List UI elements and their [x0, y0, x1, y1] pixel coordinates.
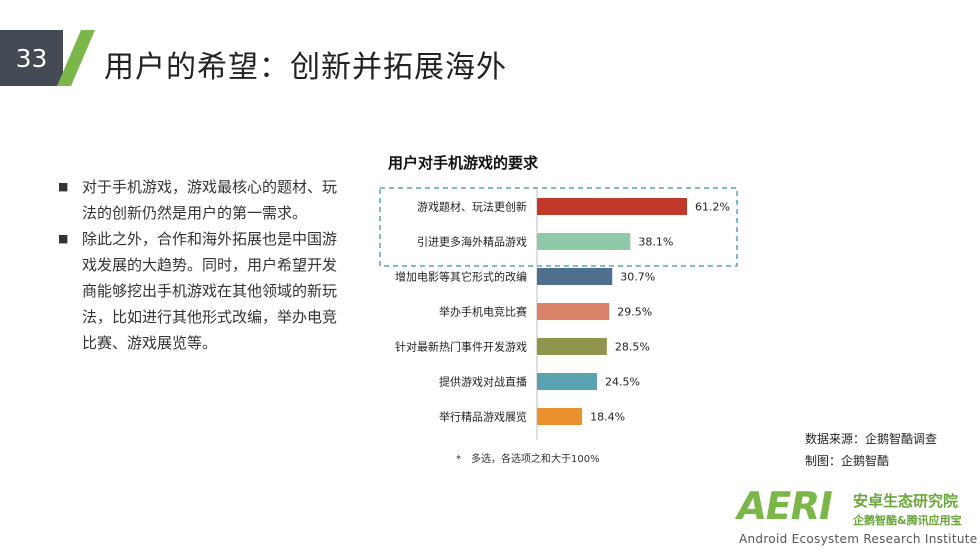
bullet-item: ■ 对于手机游戏，游戏最核心的题材、玩法的创新仍然是用户的第一需求。: [58, 174, 348, 226]
square-bullet-icon: ■: [58, 180, 69, 193]
value-label: 30.7%: [620, 271, 655, 284]
bar: [537, 268, 613, 285]
category-label: 游戏题材、玩法更创新: [417, 200, 527, 214]
category-label: 引进更多海外精品游戏: [417, 235, 527, 249]
category-label: 提供游戏对战直播: [439, 375, 527, 389]
value-label: 38.1%: [638, 236, 673, 249]
bullet-list: ■ 对于手机游戏，游戏最核心的题材、玩法的创新仍然是用户的第一需求。 ■ 除此之…: [58, 174, 348, 356]
chart-title: 用户对手机游戏的要求: [388, 154, 539, 172]
bar: [537, 338, 607, 355]
bar: [537, 198, 687, 215]
value-label: 61.2%: [695, 201, 730, 214]
slide-title: 用户的希望：创新并拓展海外: [104, 50, 507, 85]
category-label: 举行精品游戏展览: [439, 410, 527, 424]
value-label: 24.5%: [605, 376, 640, 389]
title-accent-stripe: [57, 30, 95, 86]
category-label: 针对最新热门事件开发游戏: [395, 340, 527, 354]
bullet-item: ■ 除此之外，合作和海外拓展也是中国游戏发展的大趋势。同时，用户希望开发商能够挖…: [58, 226, 348, 356]
chart-credit-text: 制图：企鹅智酷: [805, 454, 890, 468]
bar: [537, 233, 631, 250]
bullet-text: 除此之外，合作和海外拓展也是中国游戏发展的大趋势。同时，用户希望开发商能够挖出手…: [82, 230, 338, 352]
bullet-text: 对于手机游戏，游戏最核心的题材、玩法的创新仍然是用户的第一需求。: [82, 178, 338, 222]
logo-cn-name: 安卓生态研究院: [853, 492, 959, 510]
category-label: 举办手机电竞比赛: [439, 305, 527, 319]
logo-mark: AERI: [733, 484, 836, 528]
value-label: 18.4%: [590, 411, 625, 424]
source-block: 数据来源：企鹅智酷调查 制图：企鹅智酷: [805, 428, 937, 472]
highlight-box: [379, 187, 738, 267]
bar-chart: 游戏题材、玩法更创新 61.2% 引进更多海外精品游戏 38.1% 增加电影等其它形式的…: [379, 187, 738, 440]
logo-cn-subtitle: 企鹅智酷&腾讯应用宝: [853, 514, 962, 527]
category-label: 增加电影等其它形式的改编: [395, 270, 527, 284]
chart-footnote: * 多选，各选项之和大于100%: [456, 454, 600, 465]
value-label: 29.5%: [617, 306, 652, 319]
bar: [537, 303, 610, 320]
logo-en-name: Android Ecosystem Research Institute: [739, 532, 978, 546]
square-bullet-icon: ■: [58, 232, 69, 245]
bar: [537, 373, 598, 390]
aeri-logo: AERI 安卓生态研究院 企鹅智酷&腾讯应用宝 Android Ecosyste…: [733, 484, 978, 548]
data-source-text: 数据来源：企鹅智酷调查: [805, 432, 938, 446]
value-label: 28.5%: [615, 341, 650, 354]
bar: [537, 408, 583, 425]
slide-number: 33: [0, 30, 63, 86]
